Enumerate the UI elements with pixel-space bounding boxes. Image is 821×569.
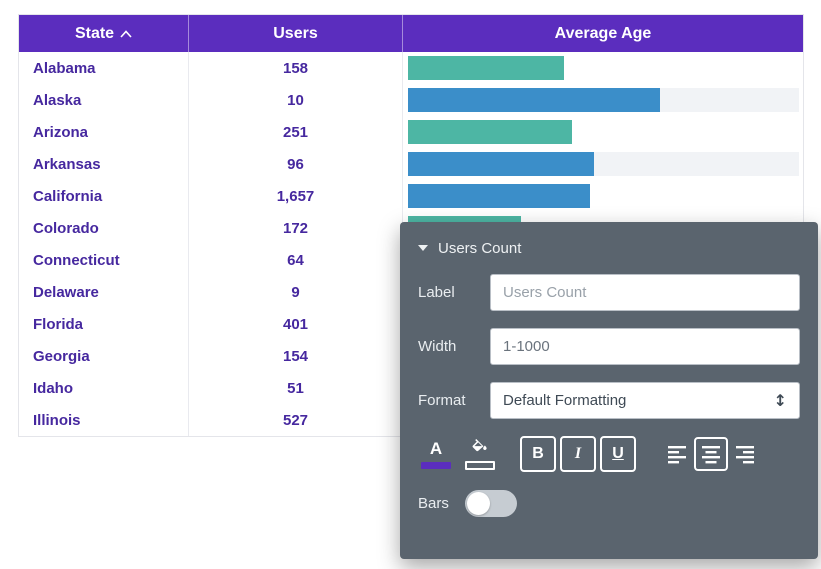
align-center-button[interactable]	[694, 437, 728, 471]
state-cell: Arkansas	[19, 148, 189, 180]
average-age-bar-track	[408, 88, 799, 112]
text-color-button[interactable]: A	[418, 439, 454, 469]
column-header-state[interactable]: State	[19, 15, 189, 52]
state-cell: Alabama	[19, 52, 189, 84]
users-cell: 401	[189, 308, 403, 340]
average-age-cell	[403, 84, 803, 116]
underline-button[interactable]: U	[600, 436, 636, 472]
formatting-toolbar: A B I U	[418, 436, 800, 472]
state-cell: Connecticut	[19, 244, 189, 276]
bars-toggle-row: Bars	[418, 490, 800, 517]
table-body: Alabama 158 Alaska 10 Arizona 251 Arkansas 9…	[19, 52, 803, 436]
width-input[interactable]	[490, 328, 800, 365]
format-select-value: Default Formatting	[503, 392, 627, 409]
users-cell: 1,657	[189, 180, 403, 212]
table-row: Idaho 51	[19, 372, 803, 404]
bars-toggle-label: Bars	[418, 495, 449, 512]
text-color-glyph: A	[429, 439, 443, 458]
bars-toggle[interactable]	[464, 490, 517, 517]
users-cell: 172	[189, 212, 403, 244]
format-select[interactable]: Default Formatting ↕	[490, 382, 800, 419]
state-cell: Florida	[19, 308, 189, 340]
format-field-label: Format	[418, 392, 466, 409]
state-cell: Alaska	[19, 84, 189, 116]
column-header-average-age[interactable]: Average Age	[403, 15, 803, 52]
state-cell: Illinois	[19, 404, 189, 436]
column-header-state-label: State	[74, 24, 115, 42]
users-cell: 527	[189, 404, 403, 436]
text-color-swatch	[421, 462, 451, 469]
average-age-bar	[408, 88, 661, 112]
average-age-bar	[408, 152, 594, 176]
state-cell: California	[19, 180, 189, 212]
average-age-bar-track	[408, 120, 799, 144]
table-row: Alaska 10	[19, 84, 803, 116]
average-age-bar-track	[408, 152, 799, 176]
paint-bucket-icon	[471, 438, 489, 458]
bars-toggle-knob	[466, 492, 490, 515]
fill-color-swatch	[465, 461, 495, 470]
average-age-bar-track	[408, 184, 799, 208]
panel-title: Users Count	[438, 239, 522, 257]
table-row: Arkansas 96	[19, 148, 803, 180]
table-row: Florida 401	[19, 308, 803, 340]
bold-button[interactable]: B	[520, 436, 556, 472]
table-row: California 1,657	[19, 180, 803, 212]
table-row: Georgia 154	[19, 340, 803, 372]
sort-ascending-icon	[120, 29, 132, 38]
average-age-bar-track	[408, 56, 799, 80]
average-age-cell	[403, 116, 803, 148]
users-cell: 158	[189, 52, 403, 84]
average-age-cell	[403, 148, 803, 180]
users-cell: 251	[189, 116, 403, 148]
column-header-average-age-label: Average Age	[554, 24, 652, 42]
users-cell: 154	[189, 340, 403, 372]
label-field-label: Label	[418, 284, 455, 301]
users-count-settings-panel: Users Count Label Width Format Default F…	[400, 222, 818, 559]
state-cell: Colorado	[19, 212, 189, 244]
average-age-cell	[403, 52, 803, 84]
users-cell: 9	[189, 276, 403, 308]
width-field-label: Width	[418, 338, 457, 355]
column-header-users-label: Users	[273, 24, 318, 42]
column-header-users[interactable]: Users	[189, 15, 403, 52]
fill-color-button[interactable]	[462, 438, 498, 470]
users-cell: 64	[189, 244, 403, 276]
users-cell: 96	[189, 148, 403, 180]
alignment-group	[660, 437, 762, 471]
state-cell: Delaware	[19, 276, 189, 308]
table-row: Alabama 158	[19, 52, 803, 84]
average-age-bar	[408, 184, 590, 208]
state-cell: Arizona	[19, 116, 189, 148]
average-age-bar	[408, 120, 573, 144]
width-field-row: Width	[418, 328, 800, 365]
table-row: Arizona 251	[19, 116, 803, 148]
format-field-row: Format Default Formatting ↕	[418, 382, 800, 419]
users-cell: 51	[189, 372, 403, 404]
average-age-cell	[403, 180, 803, 212]
label-input[interactable]	[490, 274, 800, 311]
state-cell: Georgia	[19, 340, 189, 372]
panel-header[interactable]: Users Count	[418, 236, 800, 260]
collapse-caret-icon	[418, 245, 428, 251]
table-row: Illinois 527	[19, 404, 803, 436]
align-left-button[interactable]	[660, 437, 694, 471]
align-right-button[interactable]	[728, 437, 762, 471]
state-cell: Idaho	[19, 372, 189, 404]
italic-button[interactable]: I	[560, 436, 596, 472]
average-age-bar	[408, 56, 565, 80]
users-cell: 10	[189, 84, 403, 116]
table-header: State Users Average Age	[19, 15, 803, 52]
select-updown-icon: ↕	[773, 391, 787, 410]
label-field-row: Label	[418, 274, 800, 311]
